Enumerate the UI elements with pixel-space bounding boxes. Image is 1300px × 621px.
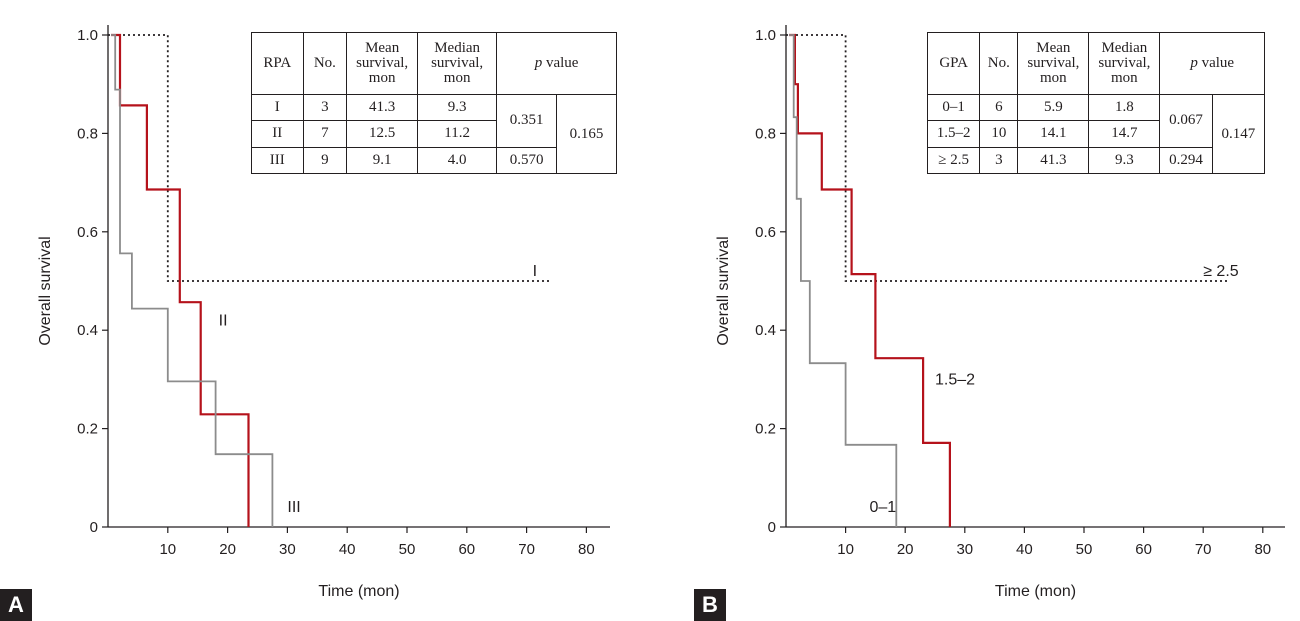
x-tick-label: 20 <box>897 541 914 558</box>
row-group: I <box>251 93 304 122</box>
row-median: 9.3 <box>417 93 498 122</box>
y-tick-label: 1.0 <box>755 27 776 44</box>
p-pair1: 0.351 <box>496 94 558 148</box>
row-group: 1.5–2 <box>926 120 981 148</box>
row-mean: 14.1 <box>1017 120 1090 148</box>
row-group: II <box>251 120 304 148</box>
curve-label: II <box>219 312 228 329</box>
x-tick-label: 80 <box>578 541 595 558</box>
row-n: 7 <box>302 120 348 148</box>
x-tick-label: 40 <box>339 541 356 558</box>
y-tick-label: 0.8 <box>755 125 776 142</box>
y-tick-label: 0.6 <box>755 224 776 241</box>
x-tick-label: 70 <box>518 541 535 558</box>
y-tick-label: 0.8 <box>77 125 98 142</box>
stats-table-a: RPA No. Mean survival, mon Median survival,… <box>251 32 617 175</box>
curve-label: 1.5–2 <box>935 371 975 388</box>
row-mean: 9.1 <box>346 146 419 175</box>
curve-label: III <box>287 499 300 516</box>
row-mean: 5.9 <box>1017 93 1090 122</box>
survival-curve-II <box>111 33 250 527</box>
header-mean: Mean survival, mon <box>1017 32 1090 95</box>
row-median: 9.3 <box>1088 146 1161 175</box>
y-tick-label: 0.4 <box>755 322 776 339</box>
p-overall: 0.165 <box>556 94 617 174</box>
km-chart-b: 0 0.2 0.4 0.6 0.8 1.0 10 20 30 40 50 60 70 80 Time (mo… <box>715 25 1285 600</box>
row-group: ≥ 2.5 <box>926 146 981 175</box>
y-tick-label: 0.6 <box>77 224 98 241</box>
y-tick-label: 0 <box>768 519 776 536</box>
panel-b: 0 0.2 0.4 0.6 0.8 1.0 10 20 30 40 50 60 70 80 Time (mo… <box>650 0 1300 621</box>
row-median: 14.7 <box>1088 120 1161 148</box>
x-tick-label: 50 <box>1076 541 1093 558</box>
curve-label: 0–1 <box>869 499 896 516</box>
survival-curve-25 <box>786 34 1227 282</box>
p-pair2: 0.570 <box>496 146 558 175</box>
y-axis-label: Overall survival <box>37 236 54 345</box>
row-mean: 12.5 <box>346 120 419 148</box>
header-n: No. <box>979 32 1019 95</box>
row-median: 1.8 <box>1088 93 1161 122</box>
x-tick-label: 60 <box>1135 541 1152 558</box>
panel-a: 0 0.2 0.4 0.6 0.8 1.0 10 20 30 40 50 60 70 80 Time (mo… <box>0 25 617 621</box>
header-median: Median survival, mon <box>417 32 498 95</box>
x-tick-label: 20 <box>219 541 236 558</box>
survival-curve-III <box>111 34 274 527</box>
stats-table-b: GPA No. Mean survival, mon Median survival,… <box>926 32 1266 175</box>
row-mean: 41.3 <box>346 93 419 122</box>
x-tick-label: 40 <box>1016 541 1033 558</box>
x-tick-label: 70 <box>1195 541 1212 558</box>
panel-letter-a: A <box>0 589 32 621</box>
row-n: 3 <box>979 146 1019 175</box>
curve-label: ≥ 2.5 <box>1203 263 1239 280</box>
y-tick-label: 0 <box>90 519 98 536</box>
row-median: 11.2 <box>417 120 498 148</box>
header-n: No. <box>302 32 348 95</box>
header-median: Median survival, mon <box>1088 32 1161 95</box>
row-n: 9 <box>302 146 348 175</box>
x-tick-label: 80 <box>1254 541 1271 558</box>
row-n: 6 <box>979 93 1019 122</box>
header-pvalue: p value <box>496 32 617 95</box>
y-axis-label: Overall survival <box>715 236 732 345</box>
p-pair2: 0.294 <box>1159 146 1213 175</box>
p-pair1: 0.067 <box>1159 94 1213 148</box>
x-tick-label: 50 <box>399 541 416 558</box>
row-n: 3 <box>302 93 348 122</box>
row-group: III <box>251 146 304 175</box>
panel-letter-b: B <box>694 589 726 621</box>
survival-curve-152 <box>789 33 951 527</box>
x-tick-label: 30 <box>956 541 973 558</box>
header-group: RPA <box>251 32 304 95</box>
x-axis-label: Time (mon) <box>318 583 399 600</box>
x-tick-label: 10 <box>837 541 854 558</box>
survival-curve-01 <box>789 34 898 527</box>
row-n: 10 <box>979 120 1019 148</box>
x-tick-label: 60 <box>458 541 475 558</box>
y-tick-label: 0.2 <box>755 421 776 438</box>
row-median: 4.0 <box>417 146 498 175</box>
header-mean: Mean survival, mon <box>346 32 419 95</box>
header-group: GPA <box>926 32 981 95</box>
km-chart-a: 0 0.2 0.4 0.6 0.8 1.0 10 20 30 40 50 60 70 80 Time (mo… <box>37 25 610 600</box>
row-group: 0–1 <box>926 93 981 122</box>
x-axis-label: Time (mon) <box>995 583 1076 600</box>
y-tick-label: 0.2 <box>77 421 98 438</box>
row-mean: 41.3 <box>1017 146 1090 175</box>
header-pvalue: p value <box>1159 32 1265 95</box>
y-tick-label: 1.0 <box>77 27 98 44</box>
p-overall: 0.147 <box>1211 94 1266 174</box>
x-tick-label: 30 <box>279 541 296 558</box>
curve-label: I <box>533 263 537 280</box>
y-tick-label: 0.4 <box>77 322 98 339</box>
x-tick-label: 10 <box>159 541 176 558</box>
